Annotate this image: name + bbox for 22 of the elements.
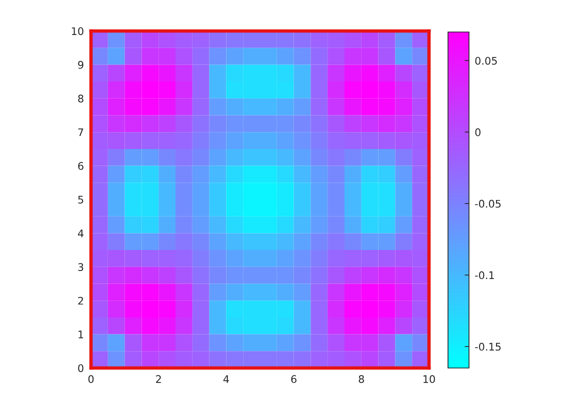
y-tick-label: 8	[78, 94, 84, 103]
y-tick-label: 6	[78, 162, 84, 170]
y-tick-label: 2	[78, 296, 84, 305]
x-tick-label: 10	[424, 375, 435, 384]
x-tick-label: 2	[156, 375, 161, 383]
y-tick-label: 10	[72, 27, 84, 36]
color-bar-label: 0.05	[475, 56, 497, 65]
color-bar-label: -0.1	[475, 271, 494, 280]
color-bar-label: -0.15	[475, 342, 501, 351]
x-tick-label: 0	[88, 375, 94, 384]
y-tick-label: 4	[78, 230, 84, 238]
color-bar-label: -0.05	[475, 200, 501, 208]
x-tick-label: 4	[223, 375, 229, 383]
x-tick-label: 8	[358, 375, 364, 384]
y-tick-label: 1	[78, 330, 84, 338]
y-tick-label: 7	[78, 128, 84, 136]
x-tick-label: 6	[291, 375, 296, 384]
y-tick-label: 9	[78, 60, 84, 69]
y-tick-label: 0	[78, 364, 84, 372]
color-bar-label: 0	[475, 128, 480, 136]
y-tick-label: 5	[78, 196, 84, 204]
y-tick-label: 3	[78, 263, 84, 272]
